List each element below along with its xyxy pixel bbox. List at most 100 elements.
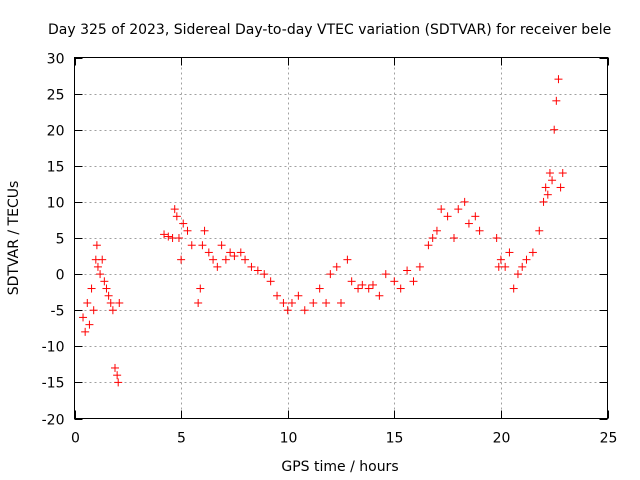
- data-point: [505, 248, 514, 257]
- data-point: [496, 255, 505, 264]
- data-point: [471, 212, 480, 221]
- data-point: [111, 363, 120, 372]
- y-axis-label: SDTVAR / TECUs: [6, 181, 22, 296]
- data-point: [253, 266, 262, 275]
- data-point: [513, 270, 522, 279]
- x-tick-label: 15: [386, 431, 404, 447]
- data-point: [390, 277, 399, 286]
- data-point: [179, 219, 188, 228]
- data-point: [415, 262, 424, 271]
- data-point: [381, 270, 390, 279]
- data-point: [543, 190, 552, 199]
- data-point: [332, 262, 341, 271]
- data-point: [187, 241, 196, 250]
- data-point: [247, 262, 256, 271]
- data-point: [375, 291, 384, 300]
- data-point: [528, 248, 537, 257]
- y-tick-label: -20: [42, 413, 65, 429]
- data-point: [183, 226, 192, 235]
- data-point: [113, 371, 122, 380]
- data-point: [114, 378, 123, 387]
- data-point: [545, 169, 554, 178]
- y-tick-label: 30: [47, 52, 65, 68]
- data-point: [174, 234, 183, 242]
- data-point: [204, 248, 213, 257]
- data-point: [213, 262, 222, 271]
- data-point: [518, 262, 527, 271]
- data-point: [92, 241, 101, 250]
- data-point: [273, 291, 282, 300]
- data-point: [541, 183, 550, 192]
- data-point: [93, 262, 102, 271]
- data-point: [160, 230, 169, 239]
- data-point: [550, 125, 559, 134]
- data-point: [322, 298, 331, 307]
- y-tick-label: 10: [47, 196, 65, 212]
- y-tick-label: 0: [56, 268, 65, 284]
- y-tick-label: 15: [47, 160, 65, 176]
- data-point: [81, 327, 90, 336]
- data-point: [548, 176, 557, 185]
- y-tick-label: 5: [56, 232, 65, 248]
- data-point: [354, 284, 363, 293]
- data-point: [98, 255, 107, 264]
- data-point: [217, 241, 226, 250]
- data-point: [164, 232, 173, 241]
- data-point: [194, 298, 203, 307]
- y-axis-ticks: -20 -15 -10 -5 0 5 10 15 20 25 30: [42, 52, 608, 429]
- data-point: [501, 262, 510, 271]
- data-point: [437, 205, 446, 214]
- data-point: [343, 255, 352, 264]
- data-point: [106, 298, 115, 307]
- data-points: [79, 75, 567, 387]
- data-point: [347, 277, 356, 286]
- data-point: [198, 241, 207, 250]
- x-axis-label: GPS time / hours: [281, 459, 398, 475]
- data-point: [104, 291, 113, 300]
- y-tick-label: -5: [51, 304, 65, 320]
- data-point: [449, 234, 458, 242]
- data-point: [539, 197, 548, 206]
- grid: [74, 57, 608, 419]
- x-tick-label: 20: [493, 431, 511, 447]
- data-point: [556, 183, 565, 192]
- data-point: [492, 234, 501, 242]
- x-tick-label: 25: [600, 431, 618, 447]
- data-point: [475, 226, 484, 235]
- data-point: [170, 205, 179, 214]
- data-point: [87, 284, 96, 293]
- data-point: [454, 205, 463, 214]
- data-point: [337, 298, 345, 307]
- y-tick-label: -15: [42, 376, 65, 392]
- data-point: [200, 226, 209, 235]
- data-point: [221, 255, 230, 264]
- x-axis-ticks: 0 5 10 15 20 25: [71, 57, 618, 447]
- data-point: [309, 298, 318, 307]
- data-point: [266, 277, 275, 286]
- data-point: [172, 212, 181, 221]
- data-point: [554, 75, 563, 84]
- data-point: [102, 284, 111, 293]
- data-point: [509, 284, 518, 293]
- data-point: [460, 197, 469, 206]
- data-point: [443, 212, 452, 221]
- data-point: [558, 169, 567, 178]
- data-point: [79, 313, 88, 322]
- data-point: [294, 291, 303, 300]
- data-point: [409, 277, 418, 286]
- data-point: [226, 248, 235, 257]
- data-point: [236, 248, 245, 257]
- data-point: [464, 219, 473, 228]
- data-point: [287, 298, 296, 307]
- data-point: [428, 234, 437, 242]
- data-point: [83, 298, 92, 307]
- data-point: [424, 241, 433, 250]
- data-point: [279, 298, 288, 307]
- data-point: [96, 270, 105, 279]
- data-point: [89, 306, 98, 315]
- data-point: [358, 280, 367, 289]
- data-point: [396, 284, 405, 293]
- data-point: [315, 284, 324, 293]
- data-point: [522, 255, 531, 264]
